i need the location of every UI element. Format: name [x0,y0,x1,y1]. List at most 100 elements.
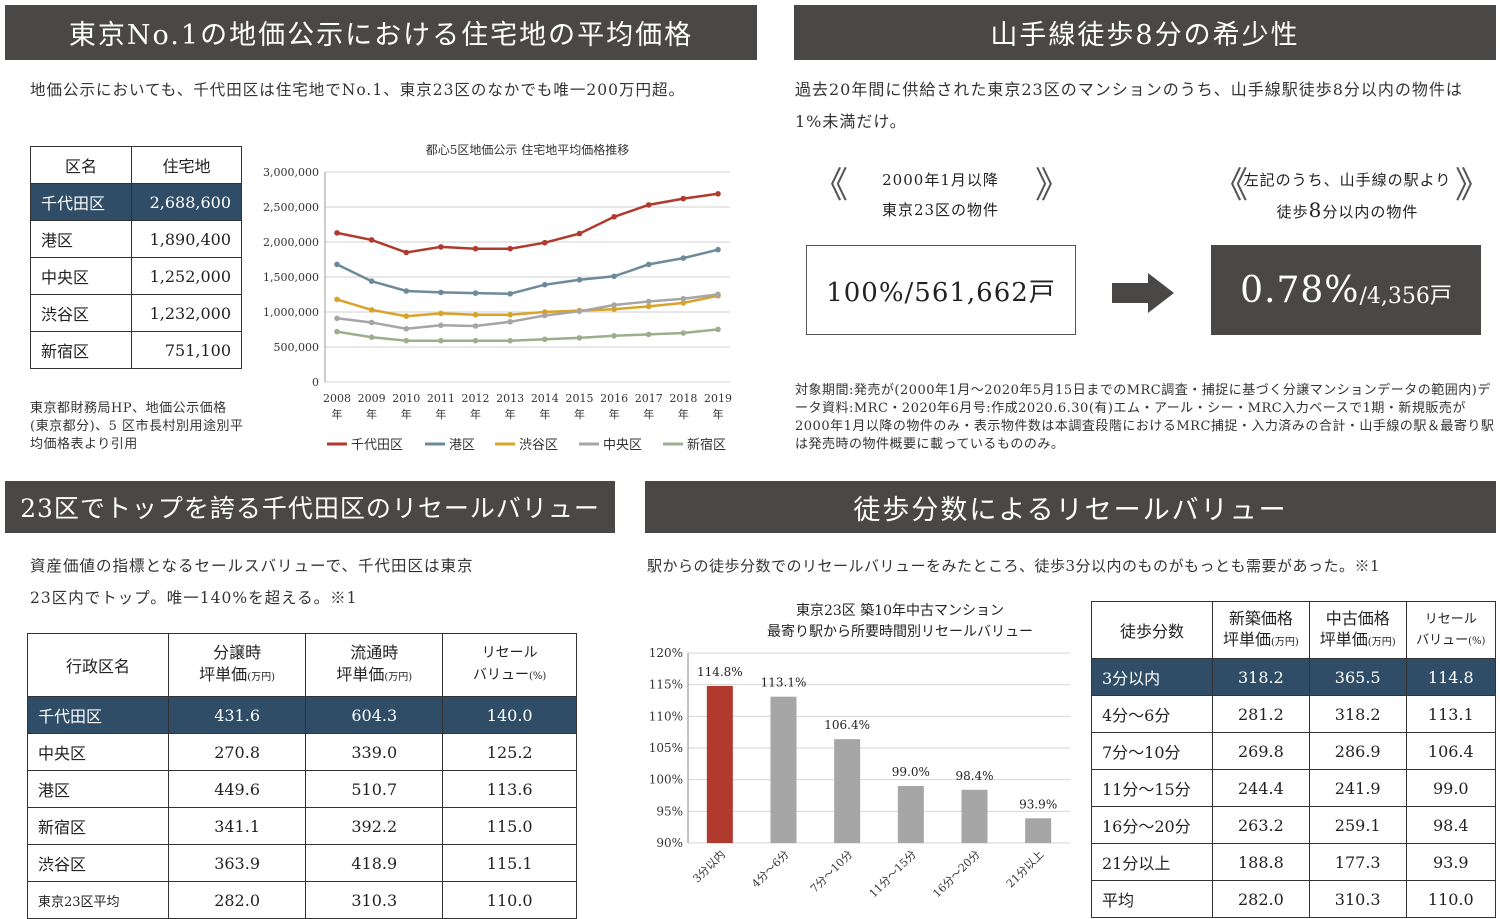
left-label-line2: 東京23区の物件 [881,201,1000,219]
table-cell-rv: 125.2 [442,733,577,771]
table-cell-pre: 341.1 [167,807,307,845]
yamanote-percent: 0.78% [1240,269,1360,311]
x-tick-label: 3分以内 [690,847,728,885]
x-tick-label: 7分～10分 [808,848,855,895]
section2-intro: 過去20年間に供給された東京23区のマンションのうち、山手線駅徒歩8分以内の物件… [795,80,1463,131]
x-tick-suffix: 年 [366,407,377,421]
section3-title: 23区でトップを誇る千代田区のリセールバリュー [5,481,615,533]
x-tick-label: 4分～6分 [749,848,791,890]
section1-title: 東京No.1の地価公示における住宅地の平均価格 [5,5,757,60]
table-cell-rv: 113.6 [442,770,577,808]
series-line [336,328,719,342]
data-point [472,312,479,318]
table-cell-value: 1,890,400 [131,220,242,258]
x-tick-label: 2013 [496,392,524,405]
table-cell-ward: 千代田区 [27,696,169,734]
data-label: 93.9% [1019,797,1057,811]
total-units-box: 100%/561,662戸 [806,245,1076,335]
bar [1025,818,1052,843]
y-tick-label: 1,500,000 [263,271,319,284]
y-tick-label: 3,000,000 [263,166,319,179]
x-tick-label: 2012 [462,392,490,405]
data-point [715,291,721,298]
series-line [336,293,719,331]
data-point [507,312,513,318]
y-tick-label: 2,000,000 [263,236,319,249]
data-point [368,278,375,284]
data-point [438,244,444,250]
x-tick-label: 21分以上 [1004,848,1046,890]
table-cell-rv: 113.1 [1405,695,1497,733]
table-cell-used: 318.2 [1308,695,1407,733]
bar [961,789,988,843]
data-point [680,255,687,261]
x-tick-suffix: 年 [643,407,654,421]
table-cell-rv: 93.9 [1405,843,1497,881]
data-point [368,319,375,326]
data-point [576,335,583,341]
data-point [645,202,652,208]
data-point [542,312,548,319]
table-cell-ward: 港区 [27,770,169,808]
x-tick-label: 11分～15分 [867,848,919,900]
walk-resale-table: 徒歩分数 新築価格 坪単価(万円) 中古価格 坪単価(万円) リセール バリュー… [1091,601,1497,918]
right-label-line1: 左記のうち、山手線の駅より [1243,171,1452,189]
data-point [576,308,583,315]
table-cell-rv: 115.1 [442,844,577,882]
data-point [611,333,617,339]
table-cell-walk: 3分以内 [1091,658,1213,696]
data-point [334,328,340,335]
table-cell-walk: 平均 [1091,880,1213,918]
left-bracket-close: 》 [1035,165,1072,206]
y-tick-label: 120% [649,646,683,660]
data-point [438,310,444,317]
table-header: 徒歩分数 [1091,601,1213,659]
bar [834,739,861,843]
data-point [645,331,652,338]
table-cell-pre: 363.9 [167,844,307,882]
table-cell-rv: 98.4 [1405,806,1497,844]
right-label: 左記のうち、山手線の駅より 徒歩8分以内の物件 [1240,165,1455,227]
table-cell-cur: 392.2 [305,807,444,845]
data-point [334,296,340,303]
table-cell-pre: 270.8 [167,733,307,771]
data-point [403,249,410,256]
left-bracket-open: 《 [812,165,849,206]
table-cell-value: 2,688,600 [131,183,242,221]
y-tick-label: 0 [312,376,319,389]
table-cell-new: 188.8 [1212,843,1310,881]
x-tick-label: 2016 [600,392,628,405]
table-header: 分譲時 坪単価(万円) [167,633,307,697]
table-cell-new: 263.2 [1212,806,1310,844]
table-cell-rv: 114.8 [1405,658,1497,696]
table-header: リセール バリュー(%) [1405,601,1497,659]
legend-label: 中央区 [603,438,642,453]
land-price-source-note: 東京都財務局HP、地価公示価格(東京都分)、5 区市長村別用途別平均価格表より引… [30,401,244,452]
table-cell-ward: 東京23区平均 [27,881,169,919]
section2-note: 対象期間:発売が(2000年1月～2020年5月15日までのMRC調査・捕捉に基… [795,383,1495,452]
table-cell-rv: 115.0 [442,807,577,845]
section3-title-text: 23区でトップを誇る千代田区のリセールバリュー [20,494,600,523]
table-header: リセール バリュー(%) [442,633,577,697]
x-tick-label: 2009 [358,392,386,405]
data-label: 113.1% [761,676,807,690]
table-header: 区名 [30,146,132,184]
section2-title-text: 山手線徒歩8分の希少性 [990,20,1300,51]
right-arrow-icon [1112,273,1174,313]
table-cell-walk: 21分以上 [1091,843,1213,881]
data-point [542,239,548,246]
table-cell-ward: 千代田区 [30,183,132,221]
table-cell-rv: 99.0 [1405,769,1497,807]
table-cell-new: 281.2 [1212,695,1310,733]
series-line [336,294,719,318]
data-point [403,288,410,294]
table-cell-walk: 4分～6分 [1091,695,1213,733]
y-tick-label: 90% [656,836,683,850]
table-cell-used: 241.9 [1308,769,1407,807]
x-tick-label: 16分～20分 [930,848,982,900]
table-header: 中古価格 坪単価(万円) [1308,601,1407,659]
table-cell-value: 751,100 [131,331,242,369]
x-tick-suffix: 年 [435,407,446,421]
legend-label: 渋谷区 [519,438,558,453]
